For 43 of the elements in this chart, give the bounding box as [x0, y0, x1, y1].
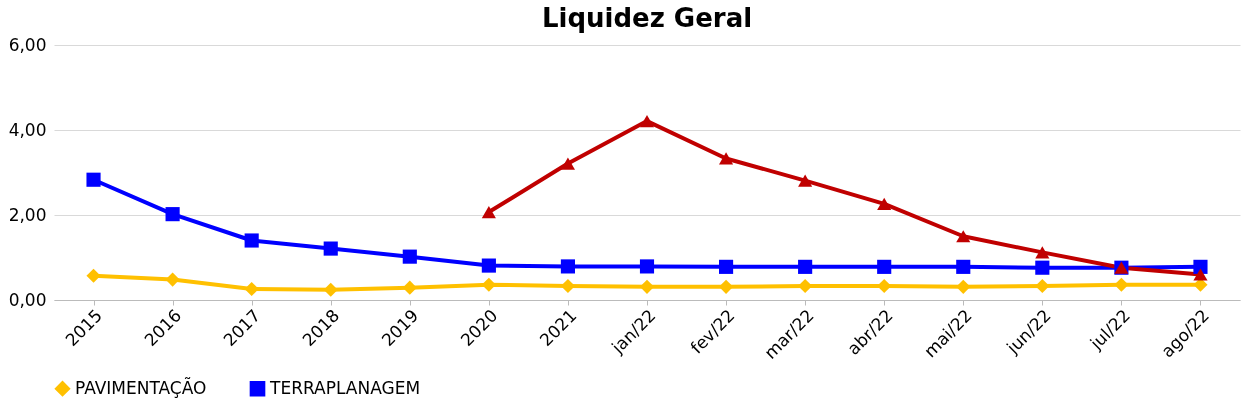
point: [1035, 260, 1050, 275]
point: [481, 258, 496, 273]
point: [323, 241, 338, 256]
point: [1114, 277, 1129, 292]
point: [877, 259, 892, 274]
point: [1193, 259, 1208, 274]
point: [560, 278, 575, 294]
point: [956, 259, 971, 274]
point: [165, 207, 180, 222]
point: [798, 174, 813, 187]
point: [244, 233, 259, 248]
point: [86, 172, 101, 187]
point: [560, 259, 575, 274]
point: [719, 259, 734, 274]
point: [402, 249, 417, 264]
point: [956, 230, 971, 243]
y-tick-label: 0,00: [8, 289, 47, 310]
point: [719, 152, 734, 165]
legend-label: PAVIMENTAÇÃO: [75, 376, 207, 398]
point: [639, 279, 655, 294]
point: [1035, 246, 1050, 259]
y-tick-label: 2,00: [8, 204, 47, 225]
chart-title: Liquidez Geral: [541, 3, 753, 33]
point: [481, 205, 496, 219]
point: [1193, 268, 1208, 281]
y-tick-label: 4,00: [8, 119, 47, 140]
point: [719, 279, 734, 294]
point: [86, 268, 101, 283]
point: [165, 272, 180, 287]
point: [1035, 278, 1050, 294]
point: [877, 197, 892, 211]
point: [244, 281, 259, 297]
point: [402, 280, 417, 295]
legend-label: TERRAPLANAGEM: [269, 377, 421, 398]
point: [481, 277, 496, 292]
point: [560, 157, 575, 170]
point: [877, 278, 892, 294]
y-tick-label: 6,00: [8, 34, 47, 55]
point: [639, 259, 655, 274]
point: [956, 279, 971, 294]
point: [323, 282, 338, 297]
point: [798, 259, 813, 274]
point: [639, 114, 655, 128]
